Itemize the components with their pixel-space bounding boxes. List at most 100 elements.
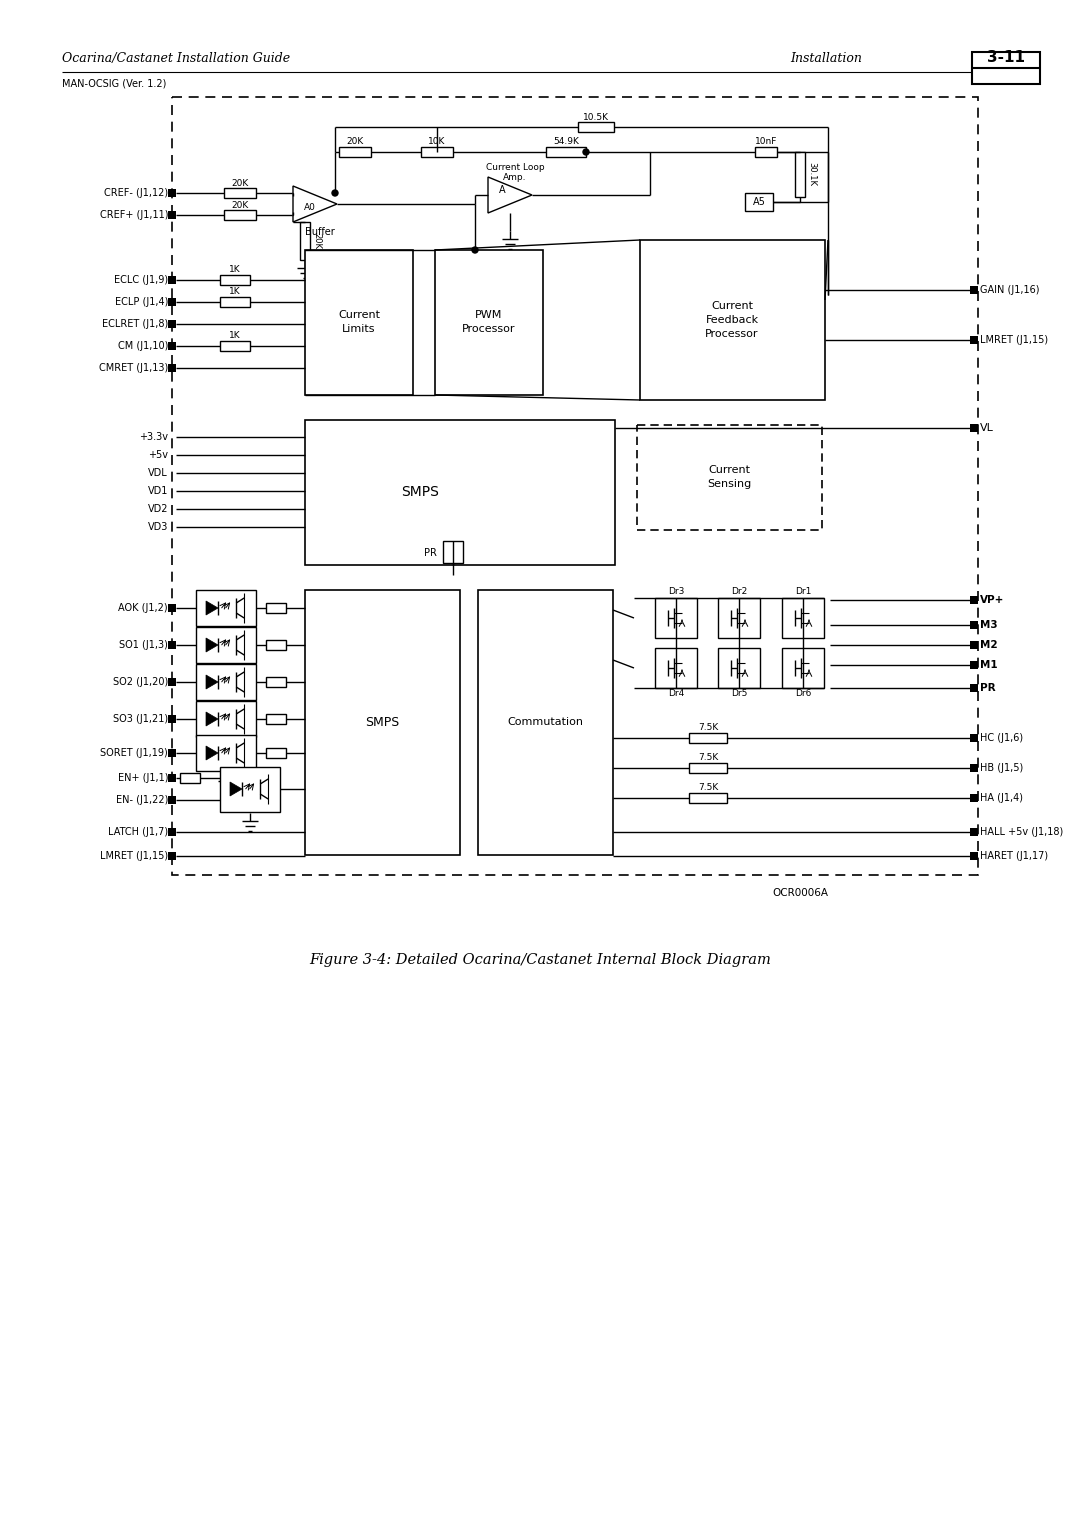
Polygon shape [206, 675, 218, 689]
Bar [266, 604, 286, 613]
Text: 7.5K: 7.5K [698, 784, 718, 793]
Text: HC (J1,6): HC (J1,6) [980, 733, 1023, 743]
Text: SO1 (J1,3): SO1 (J1,3) [119, 640, 168, 649]
Bar [220, 275, 249, 286]
Bar [970, 828, 978, 836]
Bar [220, 341, 249, 351]
Text: A: A [499, 185, 505, 196]
Text: LMRET (J1,15): LMRET (J1,15) [99, 851, 168, 860]
Bar [970, 853, 978, 860]
Text: +3.3v: +3.3v [139, 432, 168, 442]
Text: A0: A0 [305, 203, 316, 211]
Bar [718, 648, 760, 688]
Bar [195, 735, 256, 772]
Bar [195, 590, 256, 626]
Bar [266, 677, 286, 688]
Bar [266, 640, 286, 649]
Bar [168, 604, 176, 613]
Text: Dr3: Dr3 [667, 587, 685, 596]
Bar [970, 423, 978, 432]
Text: Current: Current [338, 310, 380, 319]
Text: GAIN (J1,16): GAIN (J1,16) [980, 286, 1039, 295]
Text: Installation: Installation [789, 52, 862, 66]
Text: Processor: Processor [462, 324, 516, 335]
Bar [339, 147, 372, 157]
Bar [689, 733, 727, 743]
Text: 20K: 20K [347, 138, 364, 147]
Bar [168, 642, 176, 649]
Bar [224, 188, 256, 199]
Bar [266, 749, 286, 758]
Bar [970, 642, 978, 649]
Bar [168, 189, 176, 197]
Text: LATCH (J1,7): LATCH (J1,7) [108, 827, 168, 837]
Bar [305, 590, 460, 856]
Bar [168, 277, 176, 284]
Text: 1K: 1K [229, 266, 241, 275]
Bar [168, 775, 176, 782]
Text: PR: PR [980, 683, 996, 694]
Text: SORET (J1,19): SORET (J1,19) [100, 749, 168, 758]
Text: 7.5K: 7.5K [698, 723, 718, 732]
Bar [654, 597, 697, 639]
Circle shape [332, 189, 338, 196]
Text: VL: VL [980, 423, 994, 432]
Text: ECLRET (J1,8): ECLRET (J1,8) [102, 319, 168, 329]
Bar [654, 648, 697, 688]
Text: 20K: 20K [231, 179, 248, 188]
Bar [180, 773, 200, 782]
Text: VD2: VD2 [148, 504, 168, 513]
Text: Amp.: Amp. [503, 173, 527, 182]
Text: Current: Current [711, 301, 753, 312]
Text: SO3 (J1,21): SO3 (J1,21) [113, 714, 168, 724]
Bar [195, 701, 256, 736]
Text: +5v: +5v [148, 451, 168, 460]
Bar [168, 715, 176, 723]
Text: VD3: VD3 [148, 523, 168, 532]
Bar [546, 147, 586, 157]
Bar [168, 853, 176, 860]
Text: Dr5: Dr5 [731, 689, 747, 698]
Bar [970, 764, 978, 772]
Bar [755, 147, 777, 157]
Bar [970, 733, 978, 743]
Bar [220, 767, 280, 811]
Bar [689, 793, 727, 804]
Bar [168, 342, 176, 350]
Bar [782, 648, 824, 688]
Text: Current Loop: Current Loop [486, 162, 544, 171]
Bar [970, 662, 978, 669]
Text: 54.9K: 54.9K [553, 138, 579, 147]
Text: Current: Current [708, 465, 750, 475]
Text: SMPS: SMPS [401, 484, 438, 500]
Circle shape [583, 150, 589, 154]
Bar [224, 209, 256, 220]
Bar [637, 425, 822, 530]
Text: SMPS: SMPS [365, 715, 400, 729]
Bar [689, 762, 727, 773]
Text: Figure 3-4: Detailed Ocarina/Castanet Internal Block Diagram: Figure 3-4: Detailed Ocarina/Castanet In… [309, 953, 771, 967]
Bar [168, 749, 176, 756]
Polygon shape [206, 601, 218, 614]
Text: SO2 (J1,20): SO2 (J1,20) [112, 677, 168, 688]
Bar [305, 251, 413, 396]
Bar [168, 828, 176, 836]
Text: VP+: VP+ [980, 594, 1004, 605]
Text: Commutation: Commutation [507, 717, 583, 727]
Bar [478, 590, 613, 856]
Text: Dr4: Dr4 [667, 689, 684, 698]
Text: A5: A5 [753, 197, 766, 206]
Text: CREF- (J1,12): CREF- (J1,12) [104, 188, 168, 199]
Text: CM (J1,10): CM (J1,10) [118, 341, 168, 351]
Text: 3-11: 3-11 [987, 50, 1025, 66]
Bar [305, 420, 615, 565]
Text: HB (J1,5): HB (J1,5) [980, 762, 1023, 773]
Bar [718, 597, 760, 639]
Text: OCR0006A: OCR0006A [772, 888, 828, 898]
Bar [970, 596, 978, 604]
Text: MAN-OCSIG (Ver. 1.2): MAN-OCSIG (Ver. 1.2) [62, 78, 166, 89]
Text: HA (J1,4): HA (J1,4) [980, 793, 1023, 804]
Bar [168, 796, 176, 804]
Bar [970, 620, 978, 630]
Bar [168, 319, 176, 329]
